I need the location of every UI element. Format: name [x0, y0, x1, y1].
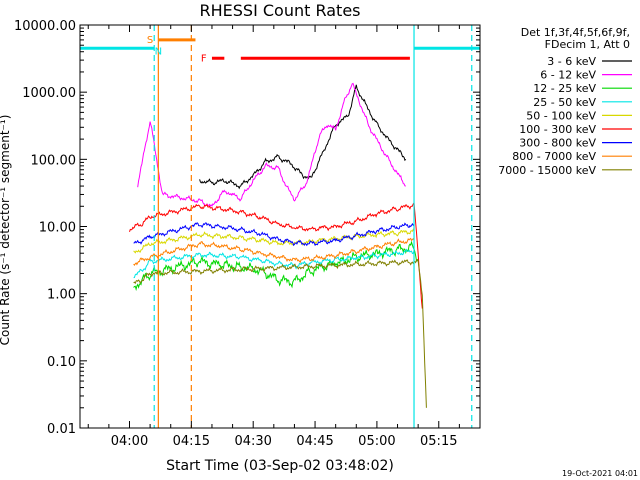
x-tick-label-5: 05:15 [420, 434, 457, 449]
series-line-8 [133, 258, 427, 408]
x-tick-label-3: 04:45 [296, 434, 333, 449]
x-tick-label-4: 05:00 [358, 434, 395, 449]
overlay-label-2: F [201, 53, 207, 64]
legend-label-8: 7000 - 15000 keV [498, 164, 596, 177]
y-axis-label: Count Rate (s⁻¹ detector⁻¹ segment⁻¹) [0, 115, 12, 346]
legend-label-5: 100 - 300 keV [519, 123, 596, 136]
y-tick-label-1: 0.10 [47, 355, 76, 370]
y-tick-label-6: 10000.00 [14, 19, 76, 34]
legend-label-0: 3 - 6 keV [547, 55, 596, 68]
y-tick-label-3: 10.00 [39, 221, 76, 236]
y-tick-label-4: 100.00 [31, 153, 77, 168]
y-tick-label-2: 1.00 [47, 288, 76, 303]
legend-label-4: 50 - 100 keV [526, 109, 596, 122]
x-tick-label-1: 04:15 [173, 434, 210, 449]
series-line-0 [199, 84, 407, 190]
x-tick-label-0: 04:00 [111, 434, 148, 449]
overlay-label-1: N [155, 46, 162, 57]
series-line-1 [137, 82, 406, 207]
x-tick-label-2: 04:30 [234, 434, 271, 449]
legend-label-7: 800 - 7000 keV [512, 150, 596, 163]
legend-label-2: 12 - 25 keV [533, 82, 596, 95]
legend-label-1: 6 - 12 keV [540, 69, 596, 82]
series-line-2 [133, 240, 419, 292]
legend-label-6: 300 - 800 keV [519, 137, 596, 150]
series-line-4 [133, 228, 415, 254]
legend-header-1: FDecim 1, Att 0 [545, 38, 630, 51]
legend-label-3: 25 - 50 keV [533, 96, 596, 109]
series-line-6 [133, 222, 415, 247]
series-line-7 [133, 237, 415, 266]
series-line-5 [129, 201, 423, 309]
x-axis-label: Start Time (03-Sep-02 03:48:02) [166, 458, 394, 474]
y-tick-label-0: 0.01 [47, 422, 76, 437]
footer-timestamp: 19-Oct-2021 04:01 [562, 469, 638, 478]
y-tick-label-5: 1000.00 [22, 86, 76, 101]
series-line-3 [133, 248, 415, 279]
chart-title: RHESSI Count Rates [200, 1, 361, 20]
overlay-label-0: S [147, 35, 153, 46]
legend-header-0: Det 1f,3f,4f,5f,6f,9f, [521, 26, 630, 39]
